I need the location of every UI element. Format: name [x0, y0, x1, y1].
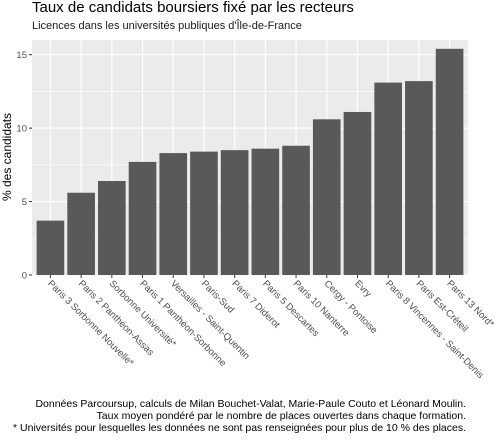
bar — [36, 220, 65, 275]
bar — [128, 161, 157, 275]
bar — [405, 81, 433, 275]
y-tick-label: 15 — [16, 50, 27, 61]
caption-line: * Universités pour lesquelles les donnée… — [13, 422, 466, 434]
y-axis: 0 5 10 15 — [16, 50, 32, 282]
y-tick-label: 5 — [22, 197, 27, 208]
bar — [159, 153, 188, 275]
x-tick-label: Paris 5 Descartes — [260, 278, 321, 339]
y-tick-label: 0 — [22, 271, 27, 282]
x-axis: Paris 3 Sorbonne Nouvelle*Paris 2 Panthé… — [45, 275, 496, 381]
x-tick-label: Cergy - Pontoise — [322, 278, 380, 336]
bar — [190, 151, 218, 275]
caption-line: Taux moyen pondéré par le nombre de plac… — [97, 410, 466, 422]
bar — [251, 148, 280, 275]
bar — [220, 150, 249, 275]
bar — [435, 48, 464, 275]
chart-subtitle: Licences dans les universités publiques … — [32, 19, 302, 32]
y-tick-label: 10 — [16, 124, 27, 135]
chart-title: Taux de candidats boursiers fixé par les… — [32, 0, 354, 16]
bar — [98, 181, 126, 275]
y-axis-title: % des candidats — [0, 113, 14, 201]
x-tick-label: Evry — [352, 278, 373, 299]
bar — [67, 192, 95, 275]
bar — [343, 111, 372, 275]
bar — [282, 145, 310, 275]
bar — [312, 119, 341, 275]
caption-line: Données Parcoursup, calculs de Milan Bou… — [35, 398, 466, 410]
bars — [36, 48, 464, 275]
bar — [374, 82, 402, 275]
x-tick-label: Paris 10 Nanterre — [291, 278, 351, 338]
plot-panel — [32, 40, 468, 275]
